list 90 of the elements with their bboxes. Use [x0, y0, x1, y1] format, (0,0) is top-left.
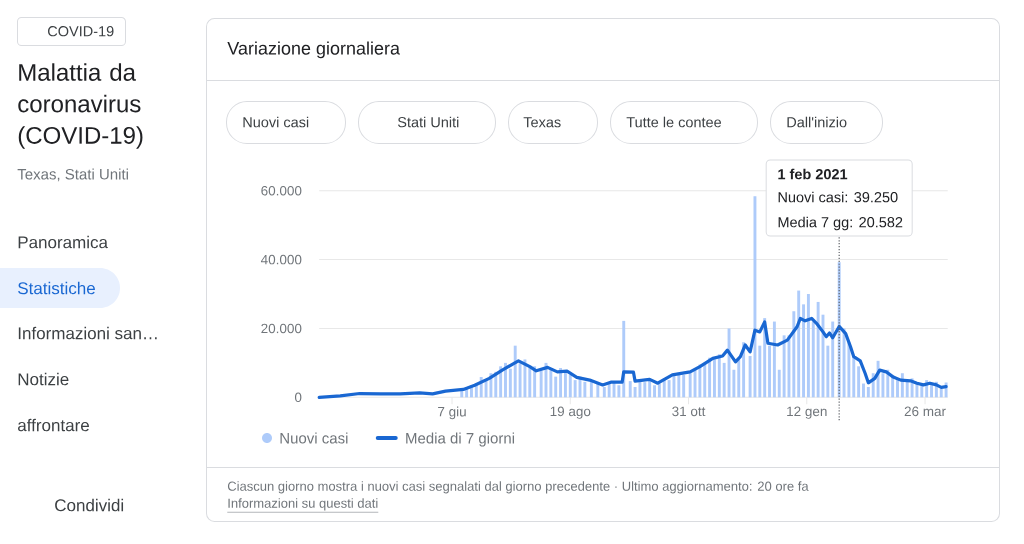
bar [523, 359, 527, 398]
text: Ciascun giorno mostra i nuovi casi segnalati dal giorno precedente · Ultimo aggiornamento: 20 ore fa [227, 481, 809, 494]
bar [737, 359, 741, 398]
text: COVID-19 [48, 26, 114, 37]
bar [539, 370, 543, 398]
bar [905, 381, 909, 398]
bar [573, 380, 577, 398]
text: Panoramica [18, 235, 108, 249]
text: Malattia da coronavirus (COVID-19) [18, 63, 143, 149]
bar [802, 304, 805, 398]
x-tick-label: 12 gen [787, 406, 827, 419]
legend-label: Media di 7 giorni [406, 432, 515, 447]
bar [768, 345, 771, 398]
text: Nuovi casi [243, 116, 309, 128]
ref-line-label: 1 feb 2021 [778, 168, 848, 180]
bar [811, 321, 815, 398]
bar [602, 386, 606, 398]
bar [782, 335, 786, 398]
bar [816, 301, 820, 398]
text: Texas [523, 117, 561, 128]
bar [628, 381, 632, 398]
bar [703, 362, 707, 398]
y-tick-label: 20.000 [261, 323, 302, 334]
bar [513, 345, 517, 398]
x-tick-label: 19 ago [550, 406, 591, 419]
chart-title: Variazione giornaliera [227, 41, 400, 59]
bar [708, 357, 712, 398]
bar [528, 367, 532, 398]
bar [549, 368, 553, 398]
bar [518, 363, 522, 398]
line-series [317, 316, 948, 399]
bar [688, 373, 692, 398]
bar [939, 388, 943, 398]
bar [857, 366, 861, 398]
y-tick-label: 0 [294, 392, 302, 403]
bar [657, 383, 661, 398]
bar [633, 386, 637, 398]
annotation: Media 7 gg: 20.582 [778, 216, 903, 231]
bar [508, 368, 512, 398]
bar [831, 321, 835, 398]
text: Tutte le contee [626, 116, 722, 128]
bar [682, 374, 686, 398]
y-tick-label: 40.000 [260, 254, 302, 265]
bar [667, 380, 671, 398]
text: Stati Uniti [397, 116, 459, 128]
bar [554, 376, 558, 398]
bar [583, 381, 587, 398]
bar [713, 359, 716, 398]
text: Texas, Stati Uniti [17, 168, 128, 182]
bar [722, 362, 726, 398]
text: Notizie [18, 372, 69, 386]
text: Statistiche [18, 281, 95, 295]
bar [717, 354, 721, 398]
bar [607, 383, 611, 398]
x-tick-label: 7 giu [438, 406, 466, 420]
bar [753, 196, 757, 398]
bar [920, 385, 924, 398]
bar [617, 385, 621, 398]
bar [643, 382, 647, 398]
text: Dall'inizio [787, 116, 847, 128]
bar [559, 368, 563, 398]
bar [648, 380, 652, 398]
bar [930, 384, 933, 398]
x-tick-label: 31 ott [672, 406, 706, 417]
bar [852, 355, 856, 398]
bar [772, 321, 776, 398]
bar [866, 386, 870, 398]
bar [653, 385, 656, 398]
bar [862, 383, 865, 398]
bar [758, 345, 762, 398]
text: affrontare [18, 418, 89, 432]
x-tick-label: 26 mar [904, 406, 946, 417]
bar [732, 369, 736, 398]
bar [792, 311, 796, 398]
text: Condividi [55, 498, 124, 512]
y-tick-label: 60.000 [261, 185, 302, 196]
text: Informazioni san… [18, 326, 157, 340]
bar [797, 290, 801, 398]
bar [826, 345, 830, 398]
bar [568, 374, 572, 398]
text: Informazioni su questi dati [228, 498, 378, 511]
bar [896, 380, 899, 398]
bar [842, 328, 846, 398]
bar [596, 383, 600, 398]
bar [777, 369, 781, 398]
annotation: Nuovi casi: 39.250 [778, 191, 898, 203]
bar [677, 373, 681, 398]
legend-label: Nuovi casi [280, 432, 348, 444]
bar [563, 371, 567, 398]
bar [806, 294, 810, 398]
